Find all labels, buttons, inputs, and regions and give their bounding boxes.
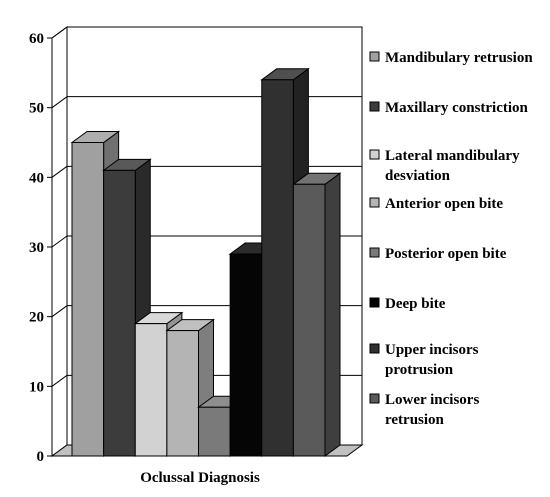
bar-front [103,169,136,457]
gridline-side [51,305,68,318]
bar-front [166,330,199,457]
gridline-side [51,96,68,109]
legend-swatch [369,51,380,62]
legend-item: Maxillary constriction [369,100,529,116]
legend-item: Lateral mandibulary desviation [369,148,520,184]
legend-label: Lateral mandibulary desviation [385,148,520,184]
legend-label: Anterior open bite [385,196,503,212]
gridline-side [51,374,68,387]
legend-label: Maxillary constriction [385,100,529,116]
legend-item: Deep bite [369,296,446,312]
gridline-side [51,235,68,248]
bar-front [134,323,168,457]
bar-front [229,253,263,457]
y-tick-label: 20 [29,310,44,326]
legend-swatch [369,343,380,354]
legend: Mandibulary retrusion Maxillary constrict… [369,50,533,428]
gridline-side [51,26,68,39]
y-tick-label: 0 [37,449,45,465]
legend-item: Lower incisors retrusion [369,392,479,428]
legend-label: Deep bite [385,296,446,312]
y-tick-label: 50 [29,101,44,117]
legend-item: Mandibulary retrusion [369,50,533,66]
y-axis-ticks: 0 10 20 30 40 50 60 [29,31,52,465]
x-axis-label: Oclussal Diagnosis [140,470,260,486]
legend-swatch [369,101,380,112]
legend-swatch [369,393,380,404]
legend-label: Posterior open bite [385,246,507,262]
bar-front [261,79,294,457]
bar-front [198,406,231,457]
legend-label: Upper incisors protrusion [385,342,479,378]
legend-label: Lower incisors retrusion [385,392,479,428]
legend-swatch [369,197,380,208]
legend-item: Posterior open bite [369,246,507,262]
legend-item: Anterior open bite [369,196,503,212]
gridline-side [51,165,68,178]
legend-item: Upper incisors protrusion [369,342,479,378]
bar-front [292,183,326,457]
y-tick-label: 60 [29,31,44,47]
y-tick-label: 40 [29,170,44,186]
bars [70,67,342,457]
legend-label: Mandibulary retrusion [385,50,533,66]
legend-swatch [369,247,380,258]
y-tick-label: 10 [29,379,44,395]
legend-swatch [369,297,380,308]
y-tick-label: 30 [29,240,44,256]
bar-front [71,142,105,457]
bar [291,172,342,457]
bar-side [324,172,341,457]
legend-swatch [369,149,380,160]
